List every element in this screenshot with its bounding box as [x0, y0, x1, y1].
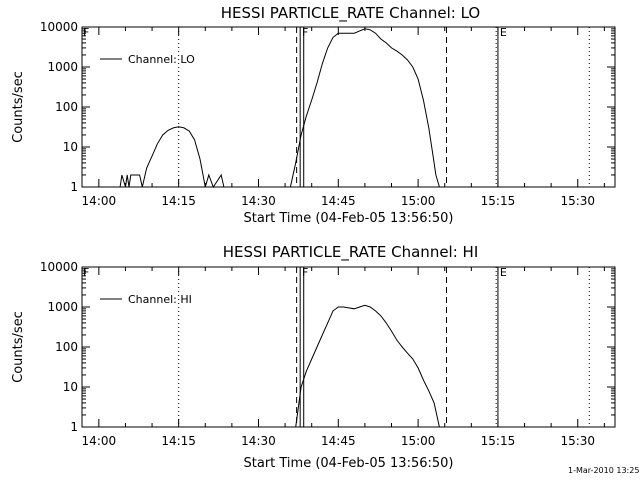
- x-axis-label: Start Time (04-Feb-05 13:56:50): [244, 456, 454, 471]
- x-tick-label: 14:45: [321, 194, 356, 208]
- x-tick-label: 14:30: [241, 194, 276, 208]
- y-tick-label: 10: [63, 140, 78, 154]
- x-tick-label: 15:00: [401, 194, 436, 208]
- chart-title: HESSI PARTICLE_RATE Channel: LO: [221, 4, 480, 23]
- x-tick-label: 15:15: [481, 194, 516, 208]
- series-line: [119, 28, 440, 189]
- y-tick-label: 10000: [40, 260, 78, 274]
- x-axis-label: Start Time (04-Feb-05 13:56:50): [244, 211, 454, 226]
- y-tick-label: 1000: [47, 60, 78, 74]
- corner-flag-label: F: [83, 266, 89, 279]
- y-tick-label: 10000: [40, 20, 78, 34]
- corner-flag-label: F: [302, 26, 308, 39]
- y-axis-label: Counts/sec: [11, 311, 26, 383]
- x-tick-label: 15:15: [481, 434, 516, 448]
- y-tick-label: 1000: [47, 300, 78, 314]
- x-tick-label: 14:15: [161, 194, 196, 208]
- event-marker-label: E: [500, 266, 507, 279]
- x-tick-label: 14:30: [241, 434, 276, 448]
- y-tick-label: 10: [63, 380, 78, 394]
- legend-entry: Channel: HI: [128, 293, 192, 306]
- plot-frame: [81, 26, 616, 188]
- y-tick-label: 100: [55, 340, 78, 354]
- legend-entry: Channel: LO: [128, 53, 195, 66]
- series-line: [295, 304, 440, 428]
- x-tick-label: 15:00: [401, 434, 436, 448]
- x-tick-label: 15:30: [560, 194, 595, 208]
- y-tick-label: 100: [55, 100, 78, 114]
- corner-flag-label: F: [83, 26, 89, 39]
- y-axis-label: Counts/sec: [11, 71, 26, 143]
- x-tick-label: 14:15: [161, 434, 196, 448]
- x-tick-label: 14:45: [321, 434, 356, 448]
- x-tick-label: 15:30: [560, 434, 595, 448]
- chart-title: HESSI PARTICLE_RATE Channel: HI: [223, 243, 479, 262]
- plot-frame: [81, 266, 616, 428]
- y-tick-label: 1: [70, 420, 78, 434]
- y-tick-label: 1: [70, 180, 78, 194]
- footer-timestamp: 1-Mar-2010 13:25: [568, 466, 639, 475]
- x-tick-label: 14:00: [82, 434, 117, 448]
- x-tick-label: 14:00: [82, 194, 117, 208]
- event-marker-label: E: [500, 26, 507, 39]
- corner-flag-label: F: [302, 266, 308, 279]
